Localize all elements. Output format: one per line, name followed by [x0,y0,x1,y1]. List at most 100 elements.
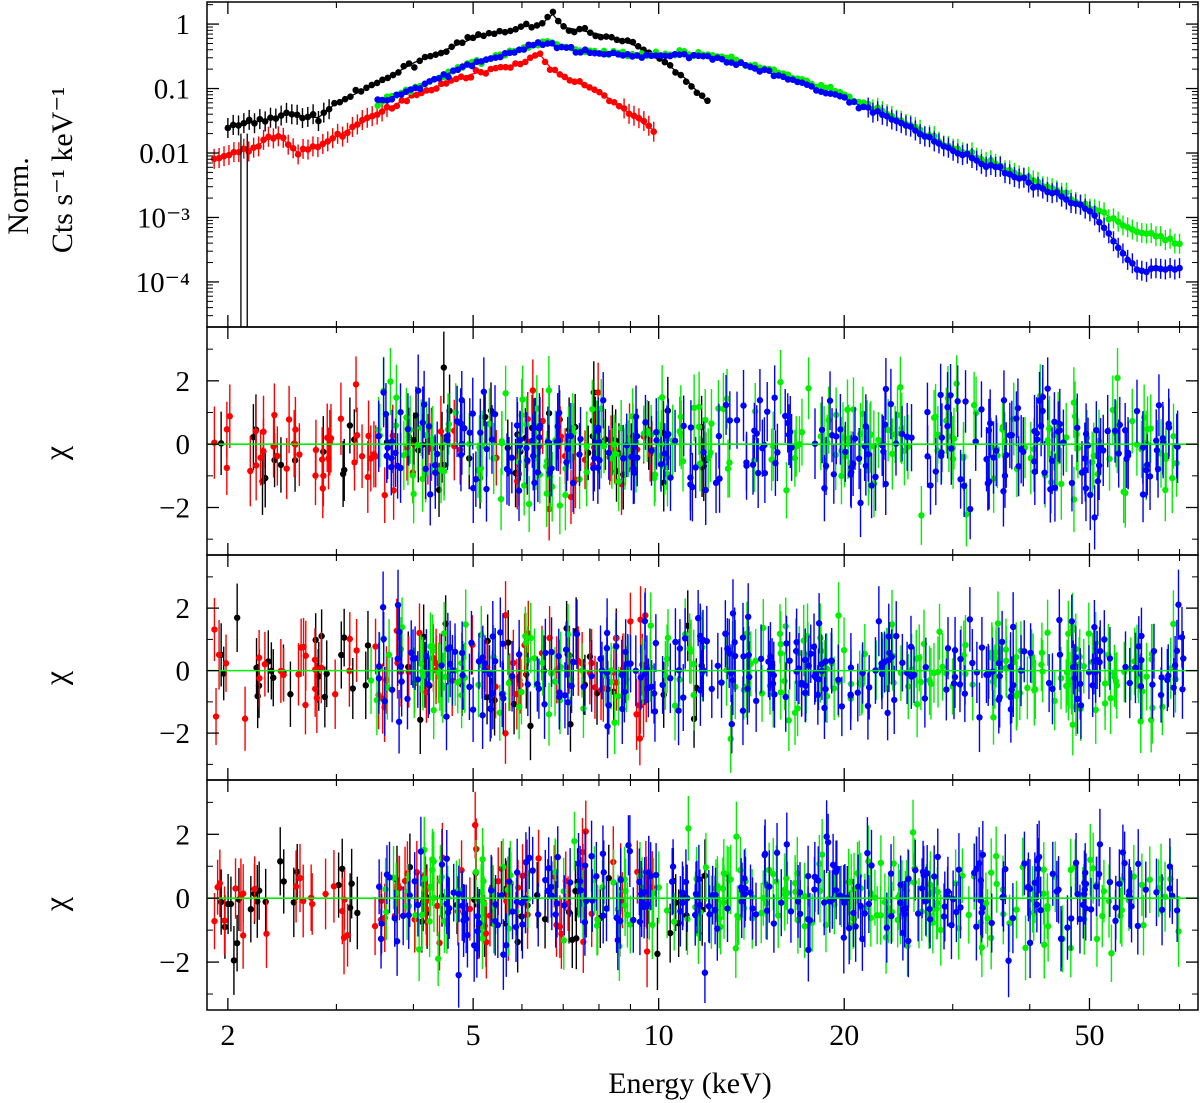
residual-point-red [471,821,479,829]
residual-point-green [445,420,452,428]
residual-point-blue [941,903,949,910]
residual-point-blue [641,617,649,625]
spectrum-point-green [1157,232,1164,240]
residual-point-red [337,415,345,422]
spectrum-point-red [522,58,529,66]
residual-point-red [352,381,360,388]
residual-point-black [481,413,489,421]
spectrum-point-green [1152,232,1160,240]
residual-point-green [615,692,622,700]
x-tick-label: 2 [220,1019,235,1052]
residual-point-blue [972,438,979,445]
residual-point-blue [524,681,532,688]
residual-point-blue [1149,681,1156,688]
residual-point-green [678,431,685,439]
residual-point-green [430,706,437,714]
residual-point-blue [960,482,968,490]
residual-point-green [519,396,526,403]
residual-point-blue [1133,407,1141,415]
residual-point-red [308,900,316,908]
spectrum-point-blue [652,52,660,59]
residual-point-blue [573,630,581,638]
residual-point-red [353,432,361,439]
residual-point-blue [986,420,994,427]
residual-point-blue [603,629,611,637]
residual-point-blue [1049,685,1056,693]
residual-point-green [663,907,671,914]
residual-point-red [324,434,331,441]
residual-point-blue [855,455,863,462]
residual-point-blue [884,709,891,717]
residual-point-black [280,878,287,885]
residual-point-blue [669,863,677,870]
spectrum-point-black [277,112,285,119]
residual-point-blue [375,883,383,890]
residual-point-green [452,409,459,416]
residual-point-green [417,660,425,667]
residual-point-blue [474,913,481,920]
spectrum-point-blue [515,46,523,54]
residual-point-blue [652,639,660,647]
residual-point-black [417,716,424,723]
residual-point-blue [489,633,497,640]
residual-point-blue [804,872,812,880]
residual-point-green [909,829,917,836]
residual-point-blue [458,396,465,404]
residual-point-blue [1166,885,1173,892]
residual-point-green [758,690,766,697]
residual-point-blue [632,413,640,420]
spectrum-point-green [728,53,735,61]
residual-point-green [1044,902,1051,910]
residual-point-green [655,884,662,891]
spectrum-point-blue [1096,218,1103,226]
residual-point-blue [923,870,931,877]
spectrum-point-red [561,73,569,81]
spectrum-point-red [452,75,460,83]
residual-point-blue [978,644,986,651]
residual-point-blue [726,650,733,657]
residual-point-blue [1074,424,1081,431]
residual-point-green [531,655,538,662]
residual-point-blue [462,915,470,923]
residual-point-blue [786,657,793,664]
spectrum-point-black [235,122,242,129]
residual-point-blue [782,693,789,701]
residual-point-red [283,465,290,472]
spectrum-point-black [491,30,498,38]
residual-point-blue [872,473,879,481]
residual-point-red [353,647,360,654]
residual-point-blue [912,866,919,874]
residual-point-green [877,859,885,867]
residual-point-green [1122,489,1129,497]
spectrum-point-black [251,119,258,127]
residual-point-blue [1158,906,1166,913]
residual-point-blue [702,486,709,494]
residual-point-green [1013,906,1020,913]
residual-point-red [364,473,371,481]
residual-point-blue [382,410,390,418]
residual-point-blue [526,854,533,862]
spectrum-point-red [536,50,544,58]
spectrum-point-blue [704,52,712,60]
residual-point-blue [857,902,864,910]
residual-point-blue [384,444,391,451]
residual-point-green [410,490,417,498]
residual-point-green [897,384,904,391]
spectrum-point-black [443,48,450,55]
residual-point-blue [903,433,911,441]
residual-point-red [255,654,263,661]
residual-point-red [222,660,230,667]
spectrum-point-blue [468,62,476,70]
residual-point-blue [682,878,690,886]
residual-point-blue [651,708,659,715]
residual-point-blue [1100,447,1107,454]
spectrum-point-black [453,39,461,46]
spectrum-point-blue [765,67,773,75]
spectrum-point-blue [784,76,792,83]
spectrum-point-black [485,29,493,37]
y-tick-label: 10⁻⁴ [136,267,190,299]
residual-point-green [1157,875,1165,883]
residual-point-green [497,495,505,503]
residual-point-green [891,431,899,438]
residual-point-blue [1064,924,1071,931]
